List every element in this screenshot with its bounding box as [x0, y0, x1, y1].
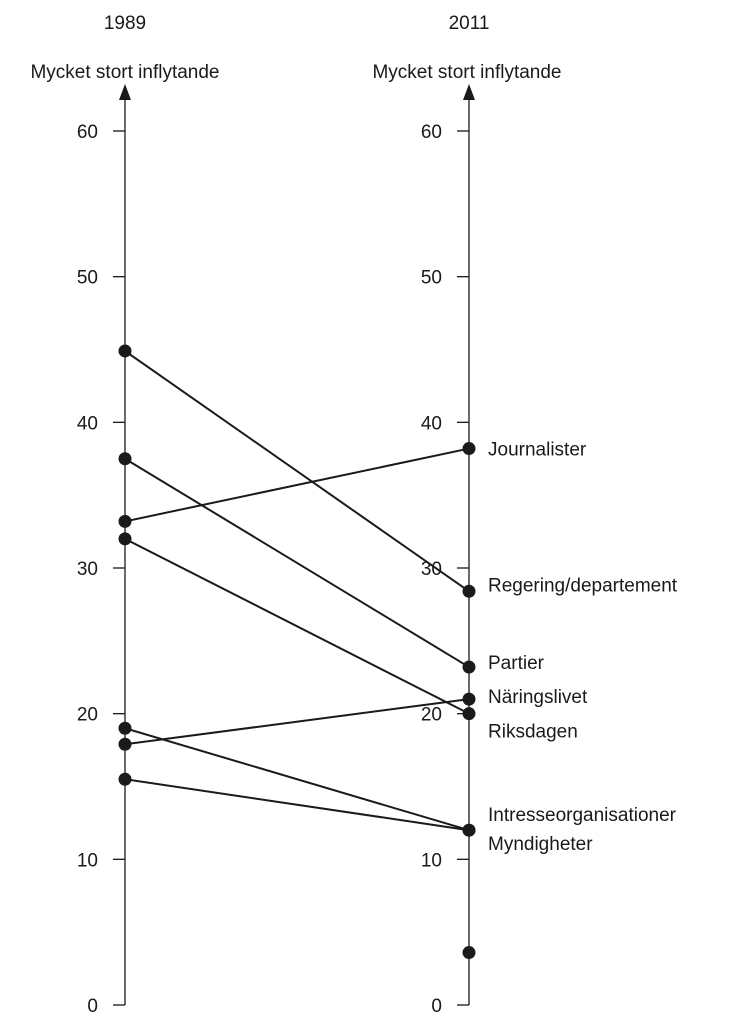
left-tick-label-0: 0 [87, 996, 98, 1017]
left-axis-arrow-icon [119, 84, 131, 100]
axis-2011: 2011 Mycket stort inflytande 0 10 20 30 40 50… [372, 13, 561, 1017]
series-labels: Journalister Regering/departement Partier N… [488, 440, 678, 856]
slope-line-n-ringslivet [124, 698, 470, 746]
point-1989-myndigheter [118, 772, 132, 786]
slope-line-riksdagen [124, 537, 470, 715]
year-label-1989: 1989 [104, 13, 146, 34]
right-tick-label-60: 60 [421, 122, 442, 143]
point-2011-riksdagen [462, 707, 476, 721]
slope-line-journalister [124, 447, 470, 523]
point-2011-n-ringslivet [462, 692, 476, 706]
left-tick-label-10: 10 [77, 850, 98, 871]
axis-1989: 1989 Mycket stort inflytande 0 10 20 30 40 50… [30, 13, 219, 1017]
point-1989-partier [118, 452, 132, 466]
right-tick-label-0: 0 [431, 996, 442, 1017]
year-label-2011: 2011 [449, 13, 490, 34]
point-2011-regering-departement [462, 584, 476, 598]
axis-title-2011: Mycket stort inflytande [372, 62, 561, 83]
point-1989-journalister [118, 514, 132, 528]
point-1989-intresseorganisationer [118, 721, 132, 735]
right-tick-label-20: 20 [421, 705, 442, 726]
left-tick-label-60: 60 [77, 122, 98, 143]
slope-line-intresseorganisationer [124, 727, 470, 832]
slope-lines [124, 350, 470, 832]
left-tick-label-30: 30 [77, 559, 98, 580]
point-2011-myndigheter [462, 823, 476, 837]
point-2011-partier [462, 660, 476, 674]
slope-line-myndigheter [124, 778, 470, 832]
slope-line-partier [124, 457, 470, 668]
right-axis-arrow-icon [463, 84, 475, 100]
data-points [118, 344, 476, 960]
point-1989-n-ringslivet [118, 737, 132, 751]
point-2011-unlabeled-7 [462, 946, 476, 960]
axis-title-1989: Mycket stort inflytande [30, 62, 219, 83]
axis-right: 0 10 20 30 40 50 60 [421, 84, 475, 1017]
axis-left: 0 10 20 30 40 50 60 [77, 84, 131, 1017]
slope-line-regering-departement [124, 350, 470, 593]
right-tick-label-10: 10 [421, 850, 442, 871]
right-tick-label-40: 40 [421, 413, 442, 434]
series-label-intresseorganisationer: Intresseorganisationer [488, 805, 677, 826]
series-label-partier: Partier [488, 653, 545, 674]
series-label-myndigheter: Myndigheter [488, 834, 593, 855]
series-label-riksdagen: Riksdagen [488, 722, 578, 743]
left-tick-label-50: 50 [77, 268, 98, 289]
point-1989-riksdagen [118, 532, 132, 546]
right-tick-label-30: 30 [421, 559, 442, 580]
right-tick-label-50: 50 [421, 268, 442, 289]
series-label-n-ringslivet: Näringslivet [488, 687, 588, 708]
left-tick-label-40: 40 [77, 413, 98, 434]
series-label-regering-departement: Regering/departement [488, 575, 678, 596]
left-tick-label-20: 20 [77, 705, 98, 726]
series-label-journalister: Journalister [488, 440, 587, 461]
point-2011-journalister [462, 442, 476, 456]
point-1989-regering-departement [118, 344, 132, 358]
